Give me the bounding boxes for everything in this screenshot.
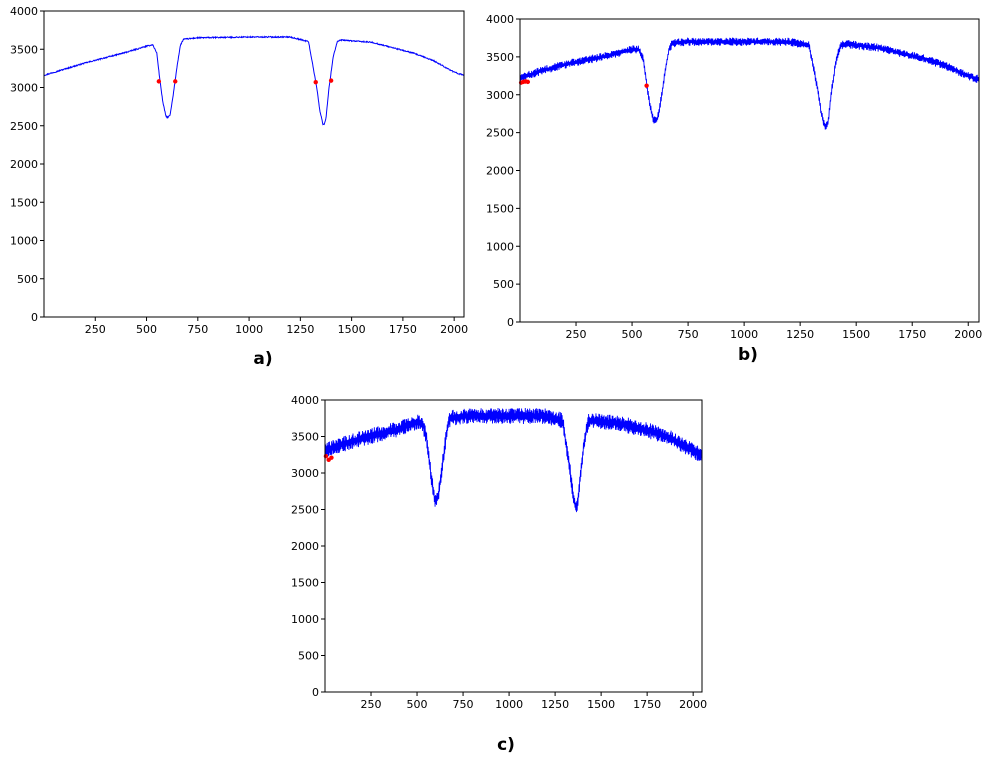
- x-tick-label: 1500: [338, 323, 366, 336]
- y-tick-label: 1500: [10, 196, 38, 209]
- chart-panel-b: 250 500 750 1000 1250 1500 1750 2000 0 500 1000 150…: [486, 13, 982, 365]
- marker-point: [173, 79, 178, 84]
- y-tick-label: 2000: [10, 158, 38, 171]
- x-tick-label: 250: [85, 323, 106, 336]
- y-tick-label: 500: [17, 273, 38, 286]
- y-tick-label: 0: [312, 686, 319, 699]
- marker-point: [329, 455, 334, 460]
- x-tick-label: 1750: [389, 323, 417, 336]
- x-tick-label: 500: [407, 698, 428, 711]
- y-tick-label: 1000: [486, 240, 514, 253]
- marker-point: [644, 83, 649, 88]
- y-tick-label: 0: [31, 311, 38, 324]
- y-tick-label: 3500: [291, 431, 319, 444]
- y-tick-label: 2500: [486, 127, 514, 140]
- y-tick-label: 500: [493, 278, 514, 291]
- series-line: [44, 35, 464, 126]
- x-tick-label: 2000: [954, 328, 982, 341]
- x-tick-label: 1500: [587, 698, 615, 711]
- x-tick-label: 1000: [495, 698, 523, 711]
- marker-point: [313, 79, 318, 85]
- x-tick-label: 1250: [541, 698, 569, 711]
- x-tick-label: 500: [136, 323, 157, 336]
- y-tick-label: 1500: [291, 577, 319, 590]
- y-tick-label: 2000: [486, 165, 514, 178]
- x-tick-label: 1500: [842, 328, 870, 341]
- panel-label: b): [738, 345, 758, 365]
- series-line: [325, 408, 702, 513]
- x-tick-label: 750: [187, 323, 208, 336]
- x-tick-label: 250: [566, 328, 587, 341]
- y-tick-label: 1000: [10, 235, 38, 248]
- y-tick-label: 3500: [10, 43, 38, 56]
- chart-panel-c: 250 500 750 1000 1250 1500 1750 2000 0 500 1000 150…: [291, 394, 707, 755]
- y-tick-label: 4000: [291, 394, 319, 407]
- x-tick-label: 250: [361, 698, 382, 711]
- y-tick-label: 4000: [10, 5, 38, 18]
- y-tick-label: 3500: [486, 51, 514, 64]
- series-line: [520, 37, 979, 130]
- panels-group: 250 500 750 1000 1250 1500 1750 2000 0 500 1000 150…: [10, 5, 982, 755]
- x-tick-label: 750: [678, 328, 699, 341]
- x-tick-label: 750: [453, 698, 474, 711]
- y-tick-label: 500: [298, 650, 319, 663]
- x-tick-label: 500: [622, 328, 643, 341]
- panel-label: a): [253, 349, 272, 369]
- y-tick-label: 4000: [486, 13, 514, 26]
- chart-panel-a: 250 500 750 1000 1250 1500 1750 2000 0 500 1000 150…: [10, 5, 468, 369]
- x-tick-label: 1750: [633, 698, 661, 711]
- x-tick-label: 1000: [730, 328, 758, 341]
- x-tick-label: 1750: [898, 328, 926, 341]
- x-tick-label: 1000: [235, 323, 263, 336]
- y-tick-label: 1000: [291, 613, 319, 626]
- y-tick-label: 0: [507, 316, 514, 329]
- y-tick-label: 1500: [486, 202, 514, 215]
- y-tick-label: 3000: [486, 89, 514, 102]
- y-tick-label: 3000: [10, 82, 38, 95]
- marker-point: [328, 78, 334, 83]
- x-tick-label: 2000: [440, 323, 468, 336]
- y-tick-label: 2500: [291, 504, 319, 517]
- marker-point: [156, 79, 162, 84]
- marker-point: [323, 454, 329, 459]
- y-tick-label: 2500: [10, 120, 38, 133]
- x-tick-label: 1250: [786, 328, 814, 341]
- marker-point: [525, 79, 531, 85]
- x-tick-label: 2000: [679, 698, 707, 711]
- panel-label: c): [497, 735, 515, 755]
- x-tick-label: 1250: [286, 323, 314, 336]
- y-tick-label: 2000: [291, 540, 319, 553]
- y-tick-label: 3000: [291, 467, 319, 480]
